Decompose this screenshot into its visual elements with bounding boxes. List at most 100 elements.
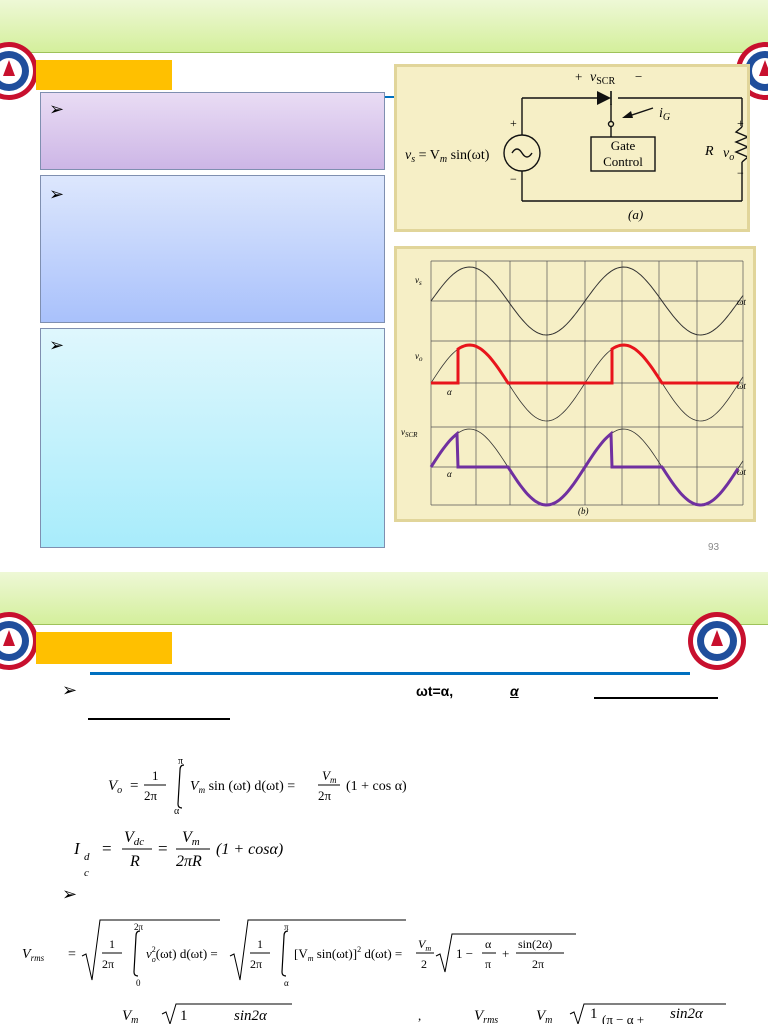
bullet-box-3: ➢	[40, 328, 385, 548]
eq4-one2: 1	[590, 1006, 598, 1022]
eq3-equals: =	[68, 947, 76, 962]
scr-minus-label: −	[635, 69, 642, 84]
eq1-two-pi-2: 2π	[318, 788, 332, 803]
eq3-vm: Vm	[418, 937, 431, 953]
eq3-root-sin: sin(2α)	[518, 937, 552, 951]
university-logo-right	[686, 610, 748, 672]
university-logo-left	[0, 40, 40, 102]
eq2-tail: (1 + cosα)	[216, 841, 283, 858]
slide-2: ➢ ωt=α, α Vo = 1 2π π α Vm sin (ωt) d(ωt…	[0, 572, 768, 1024]
eq2-vm: Vm	[182, 829, 200, 848]
eq1-upper-limit: π	[178, 756, 183, 767]
university-logo-left	[0, 610, 40, 672]
eq4-vm2: Vm	[536, 1008, 552, 1024]
eq3-one: 1	[109, 937, 115, 951]
output-voltage-label: vo	[723, 146, 734, 163]
eq3-two-pi: 2π	[102, 957, 114, 971]
divider-line	[384, 96, 396, 98]
underline-blank-2	[88, 718, 230, 720]
eq4-dot: ,	[418, 1008, 421, 1023]
eq2-two-pi-r: 2πR	[176, 853, 202, 870]
source-minus-label: −	[510, 172, 517, 186]
eq2-equals: =	[102, 839, 112, 858]
source-plus-label: +	[510, 116, 517, 130]
eq4-vrms: Vrms	[474, 1008, 498, 1024]
bullet-box-2: ➢	[40, 175, 385, 323]
scr-waveform-diagram: vs ωt vo ωt α vSCR ωt α (b)	[401, 260, 746, 516]
eq3-integrand2: [Vm sin(ωt)]2 d(ωt) =	[294, 945, 402, 963]
bullet-box-1: ➢	[40, 92, 385, 170]
section-tag	[36, 60, 172, 90]
bullet-arrow-icon: ➢	[62, 680, 78, 701]
source-equation: vs = Vm sin(ωt)	[405, 148, 490, 165]
vscr-trace	[429, 430, 740, 507]
eq4-one: 1	[180, 1008, 188, 1024]
eq3-two: 2	[421, 957, 427, 971]
eq2-sub-d: d	[84, 851, 90, 863]
output-minus-label: −	[737, 166, 744, 180]
rms-voltage-equation: Vrms = 1 2π 2π 0 v2 o(ωt) d(ωt) = 1 2π π …	[22, 919, 576, 986]
eq3-root-alpha: α	[485, 937, 492, 951]
wt-label-1: ωt	[737, 297, 746, 307]
gate-control-line2: Control	[603, 154, 643, 169]
waveform-caption: (b)	[578, 506, 589, 516]
scr-circuit-diagram: + vSCR − iG Gate Control vs = Vm sin(ωt)…	[405, 69, 750, 222]
average-current-equation: I d c = Vdc R = Vm 2πR (1 + cosα)	[73, 829, 283, 879]
scr-voltage-label: vSCR	[590, 70, 615, 87]
eq4-sin2a2: sin2α	[670, 1006, 704, 1022]
slide-1: ➢ ➢ ➢	[0, 0, 768, 553]
gate-current-label: iG	[659, 106, 670, 123]
alpha-label-1: α	[447, 387, 452, 397]
vo-axis-label: vo	[415, 351, 423, 363]
vscr-axis-label: vSCR	[401, 427, 418, 439]
eq3-two-pi-2: 2π	[250, 957, 262, 971]
slide-header-band	[0, 572, 768, 625]
eq3-lhs: Vrms	[22, 947, 45, 963]
eq4-tail: (π − α +	[602, 1012, 644, 1024]
divider-line	[90, 672, 690, 675]
eq2-lhs: I	[73, 839, 81, 858]
eq1-integrand: Vm sin (ωt) d(ωt) =	[190, 779, 295, 795]
eq3-lower1: 0	[136, 978, 141, 986]
gate-control-line1: Gate	[611, 138, 636, 153]
section-tag	[36, 632, 172, 664]
eq1-lhs: Vo	[108, 778, 122, 796]
vs-trace	[430, 266, 744, 336]
rms-voltage-equation-expanded: Vm 1 sin2α , Vrms Vm 1 (π − α + sin2α	[122, 1003, 726, 1024]
eq4-vm: Vm	[122, 1008, 138, 1024]
eq1-tail: (1 + cos α)	[346, 779, 407, 794]
eq3-lower2: α	[284, 978, 289, 986]
eq1-equals: =	[130, 778, 138, 794]
underline-blank-1	[594, 697, 718, 699]
eq3-upper2: π	[284, 922, 289, 932]
wt-label-2: ωt	[737, 381, 746, 391]
eq3-one-2: 1	[257, 937, 263, 951]
circuit-diagram-panel: + vSCR − iG Gate Control vs = Vm sin(ωt)…	[394, 64, 750, 232]
eq2-sub-c: c	[84, 867, 89, 879]
eq2-r: R	[129, 853, 140, 870]
bullet-arrow-icon: ➢	[49, 184, 65, 205]
eq1-lower-limit: α	[174, 806, 180, 816]
scr-plus-label: +	[575, 69, 582, 84]
vo-output-trace	[431, 343, 739, 385]
eq3-root-plus: +	[502, 946, 509, 961]
eq3-root-pi: π	[485, 957, 491, 971]
wt-label-3: ωt	[737, 467, 746, 477]
eq2-equals-2: =	[158, 839, 168, 858]
eq1-two-pi: 2π	[144, 788, 158, 803]
eq3-integrand1: v2 o(ωt) d(ωt) =	[146, 945, 218, 964]
bullet-arrow-icon: ➢	[49, 335, 65, 356]
eq1-one: 1	[152, 768, 159, 783]
eq3-root-two-pi: 2π	[532, 957, 544, 971]
alpha-label-2: α	[447, 469, 452, 479]
output-plus-label: +	[737, 116, 744, 130]
circuit-caption: (a)	[628, 207, 643, 222]
resistor-label: R	[704, 144, 714, 159]
bullet-arrow-icon: ➢	[62, 884, 78, 905]
waveform-panel: vs ωt vo ωt α vSCR ωt α (b)	[394, 246, 756, 522]
condition-text: ωt=α,	[416, 683, 454, 699]
eq2-vdc: Vdc	[124, 829, 144, 848]
page-number: 93	[708, 542, 720, 553]
eq3-upper1: 2π	[134, 922, 144, 932]
eq3-root-one: 1 −	[456, 946, 473, 961]
